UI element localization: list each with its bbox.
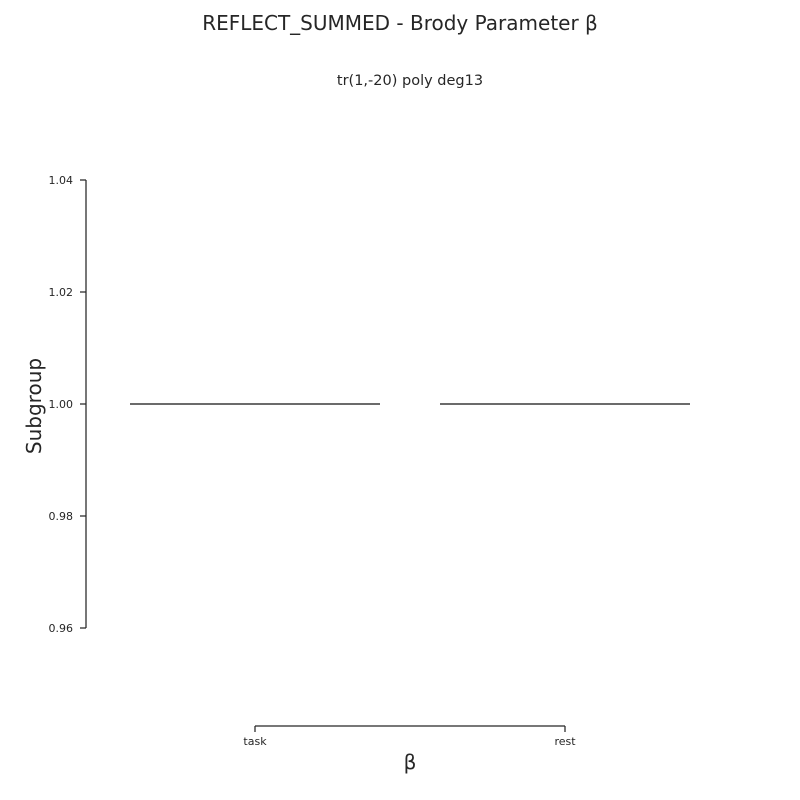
y-tick-label: 1.04: [49, 174, 74, 187]
x-tick-label: task: [243, 735, 267, 748]
chart-title: REFLECT_SUMMED - Brody Parameter β: [202, 11, 598, 35]
x-axis: task rest: [243, 725, 576, 748]
y-axis-label: Subgroup: [22, 358, 46, 454]
y-tick-label: 1.02: [49, 286, 74, 299]
y-tick-label: 1.00: [49, 398, 74, 411]
y-tick-label: 0.96: [49, 622, 74, 635]
y-tick-label: 0.98: [49, 510, 74, 523]
chart-subtitle: tr(1,-20) poly deg13: [336, 73, 484, 89]
y-axis: 0.96 0.98 1.00 1.02 1.04: [49, 174, 87, 635]
x-tick-label: rest: [554, 735, 576, 748]
x-axis-label: β: [404, 750, 417, 774]
